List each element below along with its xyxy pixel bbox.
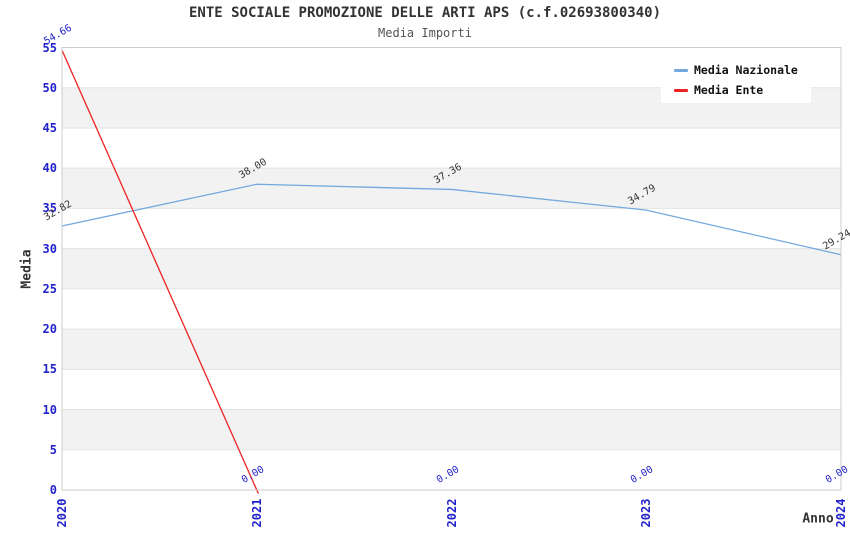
- point-value-label: 29.24: [821, 227, 850, 253]
- point-value-label: 54.66: [42, 22, 74, 48]
- y-tick-label: 25: [42, 281, 57, 296]
- chart-title: ENTE SOCIALE PROMOZIONE DELLE ARTI APS (…: [188, 5, 661, 21]
- x-tick-label: 2020: [55, 498, 69, 528]
- x-tick-label: 2024: [834, 498, 848, 528]
- legend-item-media-ente: Media Ente: [674, 83, 811, 97]
- y-tick-label: 30: [42, 241, 57, 256]
- y-tick-label: 20: [42, 322, 57, 337]
- point-value-label: 0.00: [823, 464, 850, 486]
- y-tick-label: 45: [42, 120, 57, 135]
- media-nazionale-line-swatch: [674, 68, 688, 72]
- y-tick-label: 15: [42, 362, 57, 377]
- point-value-label: 38.00: [236, 156, 269, 182]
- chart-subtitle: Media Importi: [378, 26, 472, 40]
- point-value-label: 0.00: [629, 464, 656, 486]
- point-value-label: 37.36: [431, 162, 464, 187]
- legend: Media Nazionale Media Ente: [661, 57, 811, 103]
- legend-item-media-nazionale: Media Nazionale: [674, 63, 811, 77]
- y-tick-label: 55: [42, 40, 57, 55]
- y-tick-label: 5: [49, 442, 57, 457]
- point-value-label: 34.79: [626, 182, 659, 208]
- y-axis-title: Media: [19, 249, 35, 289]
- point-value-label: 0.00: [239, 464, 266, 486]
- media-ente-line-swatch: [674, 88, 688, 92]
- x-tick-label: 2021: [249, 498, 264, 528]
- y-tick-label: 40: [42, 161, 57, 176]
- y-tick-label: 0: [49, 483, 57, 497]
- y-tick-label: 10: [42, 402, 57, 417]
- x-axis-title: Anno: [802, 511, 834, 527]
- point-value-label: 0.00: [434, 464, 461, 486]
- x-tick-label: 2023: [639, 498, 654, 528]
- x-tick-label: 2022: [444, 498, 459, 528]
- y-tick-label: 50: [42, 80, 57, 95]
- legend-label-media-nazionale: Media Nazionale: [694, 63, 798, 77]
- legend-label-media-ente: Media Ente: [694, 83, 764, 97]
- y-tick-label: 35: [42, 201, 57, 216]
